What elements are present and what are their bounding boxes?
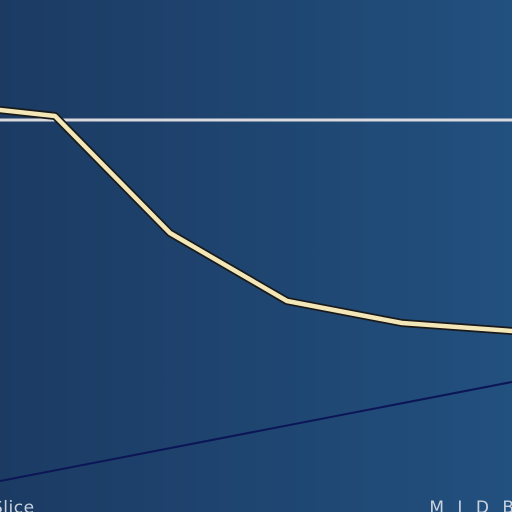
mode-label: M I D B [429,498,512,512]
curve-line[interactable] [0,107,512,334]
curve-outline [0,106,512,335]
slice-label: Slice [0,498,35,512]
diagonal-line [0,381,512,482]
